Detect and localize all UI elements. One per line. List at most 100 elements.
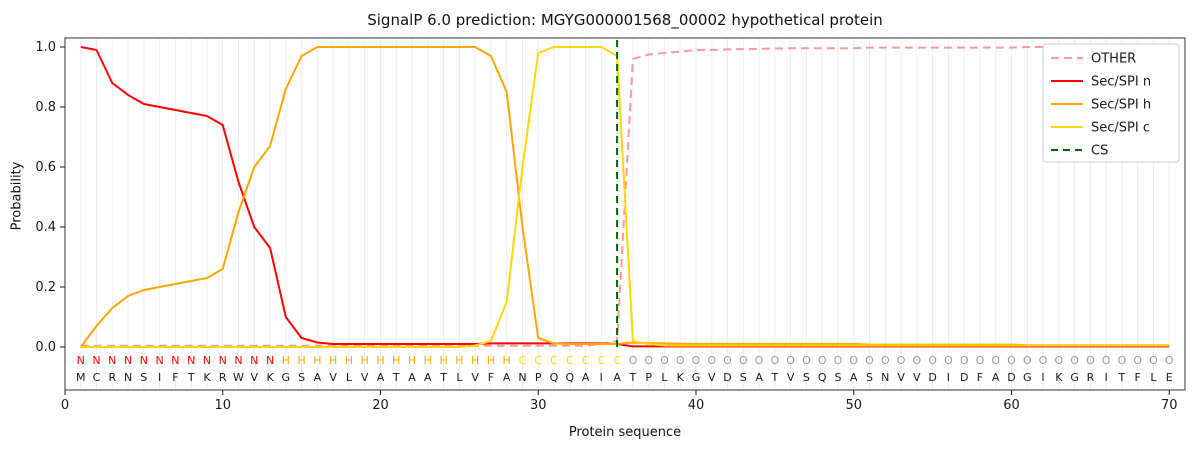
svg-text:A: A [850,371,858,384]
svg-text:N: N [881,371,889,384]
svg-text:F: F [1135,371,1141,384]
svg-text:I: I [1041,371,1044,384]
svg-text:0.0: 0.0 [35,340,56,355]
svg-text:O: O [739,354,748,367]
svg-text:O: O [849,354,858,367]
svg-text:N: N [124,371,132,384]
svg-text:R: R [108,371,116,384]
svg-text:O: O [991,354,1000,367]
svg-text:Q: Q [818,371,827,384]
svg-text:N: N [234,354,242,367]
svg-text:0.6: 0.6 [35,160,56,175]
svg-text:V: V [787,371,795,384]
svg-text:0.8: 0.8 [35,100,56,115]
svg-text:R: R [1087,371,1095,384]
svg-text:O: O [976,354,985,367]
svg-text:C: C [519,354,527,367]
svg-text:N: N [124,354,132,367]
svg-text:O: O [1070,354,1079,367]
svg-text:O: O [755,354,764,367]
svg-text:R: R [219,371,227,384]
svg-text:S: S [140,371,147,384]
svg-text:G: G [282,371,291,384]
svg-text:K: K [677,371,685,384]
series-line-sec-spi-c [80,46,1170,348]
svg-text:C: C [582,354,590,367]
plot-frame [64,37,1186,391]
svg-text:H: H [297,354,305,367]
svg-text:S: S [740,371,747,384]
legend-label: Sec/SPI h [1091,98,1151,113]
svg-text:L: L [661,371,668,384]
svg-text:O: O [1133,354,1142,367]
svg-text:O: O [1039,354,1048,367]
svg-text:H: H [392,354,400,367]
svg-text:N: N [171,354,179,367]
svg-text:A: A [582,371,590,384]
svg-text:V: V [329,371,337,384]
svg-text:D: D [960,371,968,384]
svg-text:T: T [187,371,195,384]
svg-text:1.0: 1.0 [35,40,56,55]
svg-text:A: A [377,371,385,384]
svg-text:C: C [597,354,605,367]
svg-text:C: C [93,371,101,384]
svg-text:C: C [566,354,574,367]
svg-text:A: A [613,371,621,384]
svg-text:T: T [1118,371,1126,384]
svg-text:40: 40 [688,398,705,413]
svg-text:V: V [361,371,369,384]
svg-text:E: E [1166,371,1173,384]
svg-text:N: N [219,354,227,367]
svg-text:S: S [803,371,810,384]
svg-text:20: 20 [372,398,389,413]
svg-text:O: O [1118,354,1127,367]
svg-text:K: K [1055,371,1063,384]
svg-text:N: N [77,354,85,367]
legend-label: Sec/SPI c [1091,121,1150,136]
chart-title: SignalP 6.0 prediction: MGYG000001568_00… [367,11,883,29]
svg-text:O: O [897,354,906,367]
svg-text:O: O [723,354,732,367]
svg-text:0.2: 0.2 [35,280,56,295]
svg-text:N: N [203,354,211,367]
svg-text:V: V [913,371,921,384]
svg-text:T: T [629,371,637,384]
svg-text:N: N [266,354,274,367]
svg-text:O: O [660,354,669,367]
svg-text:O: O [1007,354,1016,367]
svg-text:H: H [503,354,511,367]
svg-text:I: I [947,371,950,384]
svg-text:O: O [707,354,716,367]
svg-text:O: O [1165,354,1174,367]
svg-text:O: O [944,354,953,367]
svg-text:L: L [1150,371,1157,384]
svg-text:O: O [1054,354,1063,367]
svg-text:S: S [298,371,305,384]
svg-text:K: K [266,371,274,384]
svg-text:C: C [534,354,542,367]
svg-text:H: H [345,354,353,367]
svg-text:H: H [282,354,290,367]
svg-text:G: G [692,371,701,384]
legend-label: Sec/SPI n [1091,75,1151,90]
svg-text:H: H [455,354,463,367]
svg-text:O: O [928,354,937,367]
svg-text:H: H [313,354,321,367]
svg-text:P: P [535,371,542,384]
svg-text:O: O [1149,354,1158,367]
svg-text:I: I [158,371,161,384]
legend-label: CS [1091,144,1108,159]
svg-text:Q: Q [565,371,574,384]
svg-text:P: P [645,371,652,384]
svg-text:F: F [977,371,983,384]
svg-text:0.4: 0.4 [35,220,56,235]
svg-text:O: O [881,354,890,367]
svg-text:N: N [155,354,163,367]
svg-text:H: H [408,354,416,367]
svg-text:H: H [487,354,495,367]
svg-text:L: L [456,371,463,384]
svg-text:10: 10 [214,398,231,413]
